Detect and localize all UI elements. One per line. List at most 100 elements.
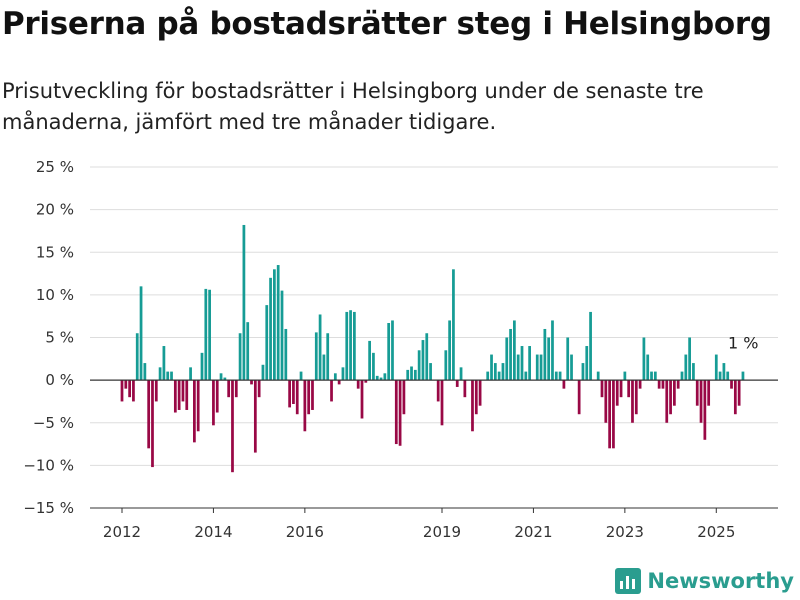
bar: [162, 346, 166, 381]
bar: [737, 380, 741, 406]
bar: [181, 380, 185, 402]
bar: [219, 373, 223, 381]
bar: [562, 380, 566, 389]
bar: [471, 380, 474, 432]
bar: [189, 367, 192, 381]
bar: [676, 380, 680, 389]
bar: [505, 337, 509, 381]
bar: [718, 371, 722, 381]
bar: [577, 380, 581, 415]
bar: [234, 380, 238, 398]
bar: [375, 375, 379, 381]
axes: 25 % 20 % 15 % 10 % 5 % 0 % −5 % −10 % −15 % 2012…: [23, 158, 778, 541]
bar: [444, 350, 448, 381]
bar: [265, 305, 269, 381]
bar: [288, 380, 291, 408]
bar: [513, 320, 516, 381]
bar: [356, 380, 360, 389]
bar: [417, 350, 421, 381]
bar: [345, 311, 349, 381]
bar: [154, 380, 158, 402]
bar: [391, 320, 394, 381]
bar: [638, 380, 642, 389]
bar: [303, 380, 307, 432]
bar: [333, 373, 337, 381]
bar: [558, 371, 562, 381]
bar: [463, 380, 467, 398]
bar: [490, 354, 493, 381]
bar: [722, 363, 726, 381]
bar: [516, 354, 520, 381]
bar: [695, 380, 699, 406]
bar: [318, 314, 322, 381]
bar: [684, 354, 688, 381]
bar: [551, 320, 554, 381]
bar: [410, 366, 413, 381]
bar: [478, 380, 482, 406]
bar: [634, 380, 638, 415]
bar: [406, 369, 410, 381]
bar: [402, 380, 406, 415]
x-tick-label: 2019: [423, 523, 461, 541]
bar: [642, 337, 646, 381]
y-tick-label: 25 %: [36, 158, 74, 176]
bar: [261, 364, 265, 381]
y-tick-label: 20 %: [36, 201, 74, 219]
bar: [535, 354, 539, 381]
bar: [387, 323, 391, 381]
x-tick-label: 2012: [103, 523, 141, 541]
bar: [623, 371, 627, 381]
bar: [349, 310, 352, 381]
bar: [242, 224, 246, 381]
bar: [227, 380, 231, 398]
bar: [436, 380, 440, 402]
bar: [368, 340, 371, 381]
bar: [714, 354, 718, 381]
bar: [547, 337, 551, 381]
bar: [394, 380, 398, 445]
bar: [680, 371, 684, 381]
x-tick-label: 2025: [697, 523, 735, 541]
bar: [295, 380, 299, 415]
y-tick-label: −5 %: [33, 414, 74, 432]
bar: [284, 328, 288, 381]
bar: [612, 380, 615, 449]
bar: [520, 346, 524, 381]
bar: [425, 333, 429, 381]
x-tick-label: 2021: [514, 523, 552, 541]
bar: [196, 380, 200, 432]
y-tick-label: −10 %: [23, 456, 74, 474]
bar: [200, 352, 204, 381]
bar: [135, 333, 139, 381]
bars: [120, 224, 745, 473]
bar: [699, 380, 703, 423]
bar: [147, 380, 151, 449]
bar: [653, 371, 657, 381]
bar: [524, 371, 528, 381]
bar: [543, 328, 547, 381]
chart-subtitle: Prisutveckling för bostadsrätter i Helsi…: [2, 79, 704, 134]
y-tick-label: 15 %: [36, 243, 74, 261]
bar: [627, 380, 631, 398]
y-tick-label: 10 %: [36, 286, 74, 304]
bar: [341, 367, 345, 381]
newsworthy-logo: Newsworthy: [615, 568, 794, 594]
bar: [250, 380, 253, 385]
bar: [615, 380, 619, 406]
bar: [741, 371, 745, 381]
bar: [398, 380, 402, 446]
bar: [608, 380, 611, 449]
bar: [215, 380, 219, 413]
bar: [253, 380, 257, 453]
bar: [413, 369, 417, 381]
bar: [554, 371, 558, 381]
bar: [383, 373, 387, 381]
bar: [730, 380, 733, 389]
bar: [273, 269, 276, 381]
bar: [208, 289, 211, 381]
bar: [459, 367, 463, 381]
bar: [448, 320, 451, 381]
bar: [421, 340, 425, 381]
bar: [501, 363, 505, 381]
